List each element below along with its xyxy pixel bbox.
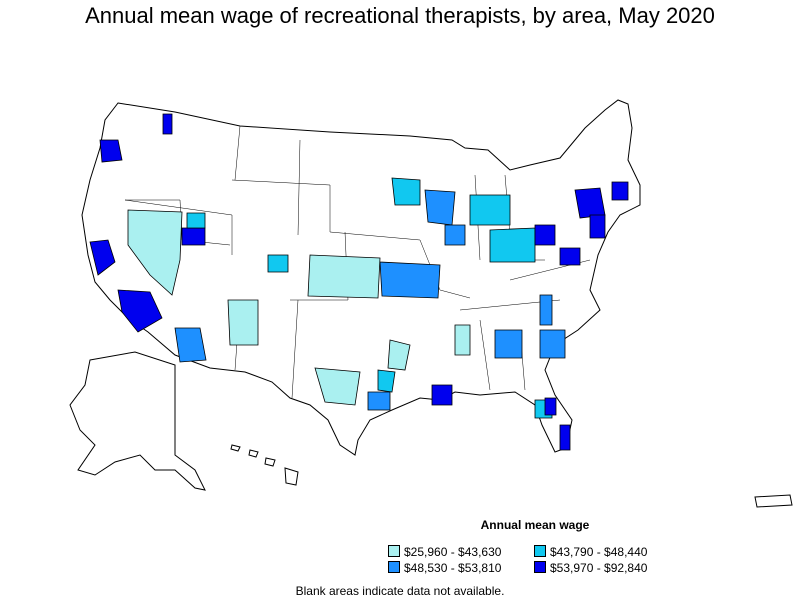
map-region-tampa: [544, 397, 557, 416]
map-region-arkansas: [387, 339, 411, 371]
map-region-michigan: [469, 194, 511, 226]
page-title: Annual mean wage of recreational therapi…: [85, 3, 715, 28]
hawaii-outline: [230, 444, 299, 486]
map-region-wisconsin: [424, 189, 456, 226]
map-region-tennessee: [454, 324, 471, 356]
legend-swatch: [388, 561, 400, 573]
map-region-new-orleans: [431, 384, 453, 406]
legend-item-bin-2: $43,790 - $48,440: [534, 545, 647, 559]
map-region-bay-area: [89, 239, 116, 276]
map-region-ohio: [489, 227, 536, 263]
map-region-kansas: [307, 254, 381, 299]
legend-item-bin-4: $53,970 - $92,840: [534, 561, 647, 575]
map-region-new-mexico: [227, 299, 259, 346]
legend-item-bin-1: $25,960 - $43,630: [388, 545, 501, 559]
map-region-chicago: [444, 224, 466, 246]
map-region-colorado-springs: [267, 254, 289, 273]
map-region-dallas: [377, 369, 396, 393]
alaska-outline: [69, 351, 206, 491]
map-region-nevada: [127, 209, 183, 296]
map-region-virginia: [539, 294, 553, 326]
puerto-rico-outline: [754, 494, 793, 508]
legend-swatch: [388, 545, 400, 557]
map-region-houston: [367, 391, 391, 411]
map-region-los-angeles: [117, 289, 163, 333]
map-region-grand-junction: [186, 212, 206, 229]
map-region-pennsylvania: [534, 224, 556, 246]
legend-title: Annual mean wage: [480, 518, 590, 532]
legend-label: $53,970 - $92,840: [550, 561, 648, 575]
legend-swatch: [534, 561, 546, 573]
map-region-washington-dc: [559, 247, 581, 266]
legend-label: $48,530 - $53,810: [404, 561, 502, 575]
map-region-new-york: [574, 187, 606, 219]
map-region-missouri: [379, 261, 441, 299]
map-region-west-texas: [314, 367, 361, 406]
map-region-north-carolina: [539, 329, 566, 359]
footnote: Blank areas indicate data not available.: [295, 584, 505, 598]
map-regions: [89, 113, 629, 451]
legend-label: $25,960 - $43,630: [404, 545, 502, 559]
map-region-boston: [611, 181, 629, 201]
map-region-miami: [559, 424, 571, 451]
us-map: [69, 99, 793, 508]
map-region-denver: [181, 227, 206, 246]
map-region-atlanta: [494, 329, 523, 359]
legend-item-bin-3: $48,530 - $53,810: [388, 561, 501, 575]
legend-label: $43,790 - $48,440: [550, 545, 648, 559]
map-region-western-washington: [99, 139, 123, 163]
map-region-spokane: [162, 113, 173, 135]
legend-swatch: [534, 545, 546, 557]
map-region-new-jersey: [589, 214, 606, 239]
map-region-phoenix: [174, 327, 207, 363]
map-region-minneapolis: [391, 177, 421, 206]
